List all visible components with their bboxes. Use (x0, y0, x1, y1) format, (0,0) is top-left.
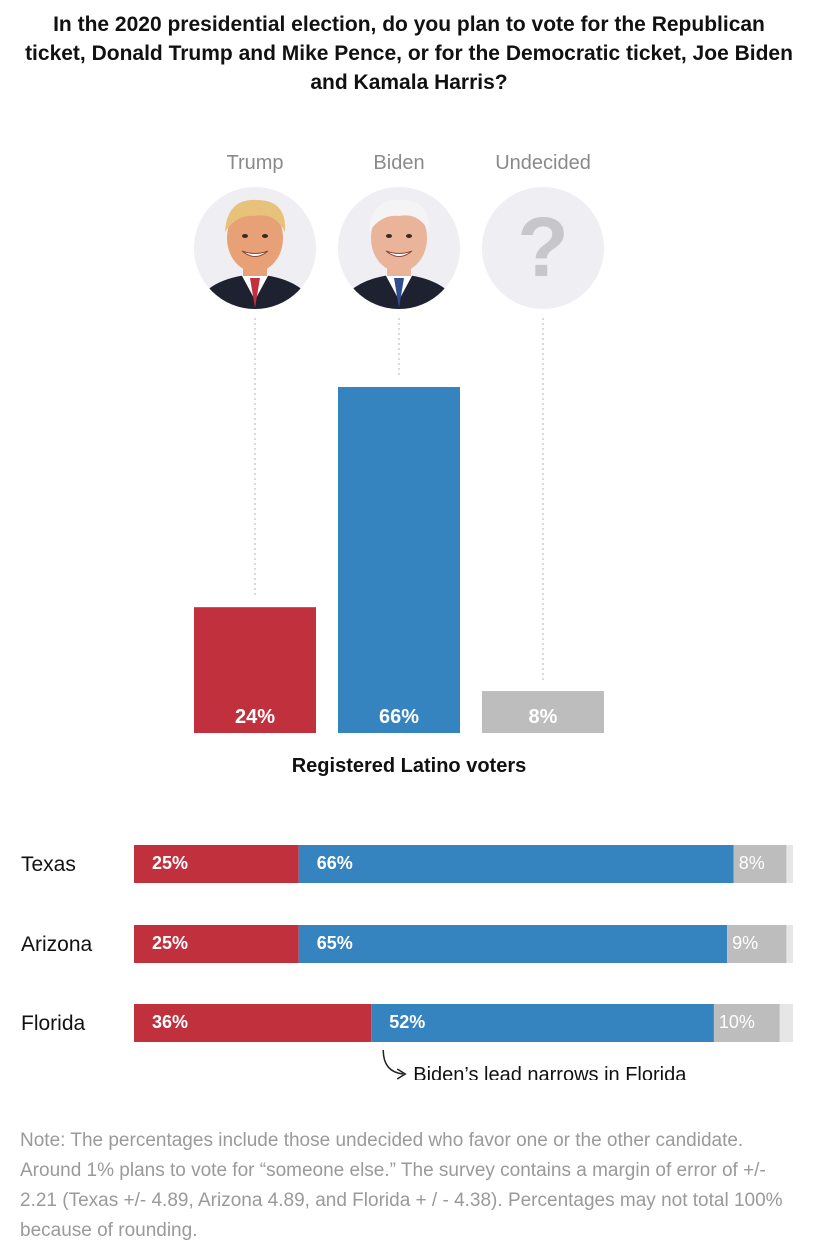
segment-label-florida-0: 36% (152, 1012, 188, 1032)
segment-label-florida-1: 52% (389, 1012, 425, 1032)
bar-value-label-undecided: 8% (529, 706, 558, 728)
footnote: Note: The percentages include those unde… (20, 1130, 783, 1241)
segment-label-texas-1: 66% (317, 853, 353, 873)
segment-arizona-1 (298, 925, 728, 963)
annotation-arrowhead (396, 1068, 407, 1080)
segment-florida-1 (371, 1004, 714, 1042)
category-label-undecided: Undecided (495, 152, 591, 174)
bar-undecided (482, 691, 604, 733)
bar-trump (194, 607, 316, 733)
segment-texas-2 (733, 845, 787, 883)
segment-label-arizona-1: 65% (317, 933, 353, 953)
segment-texas-0 (134, 845, 299, 883)
question-mark-icon: ? (482, 187, 604, 309)
segment-arizona-0 (134, 925, 299, 963)
segment-florida-0 (134, 1004, 372, 1042)
chart-title: In the 2020 presidential election, do yo… (25, 13, 793, 94)
segment-label-arizona-2: 9% (732, 933, 758, 953)
chart-subtitle: Registered Latino voters (291, 755, 527, 777)
segment-texas-1 (298, 845, 734, 883)
trump-portrait-icon (194, 187, 316, 309)
bar-value-label-trump: 24% (235, 706, 275, 728)
segment-florida-2 (713, 1004, 780, 1042)
main-bar-chart: Trump 24% Biden 66% Undecided? 8% (194, 152, 604, 733)
segment-arizona-3 (786, 925, 793, 963)
category-label-biden: Biden (373, 152, 424, 174)
state-label-florida: Florida (21, 1012, 86, 1035)
segment-label-florida-2: 10% (719, 1012, 755, 1032)
segment-label-texas-2: 8% (739, 853, 765, 873)
bar-biden (338, 387, 460, 733)
bar-value-label-biden: 66% (379, 706, 419, 728)
segment-arizona-2 (727, 925, 787, 963)
annotation-arrow (382, 1049, 404, 1075)
state-label-arizona: Arizona (21, 933, 93, 956)
segment-florida-3 (779, 1004, 793, 1042)
segment-label-arizona-0: 25% (152, 933, 188, 953)
segment-label-texas-0: 25% (152, 853, 188, 873)
svg-text:?: ? (517, 200, 568, 294)
state-label-texas: Texas (21, 853, 76, 876)
segment-texas-3 (786, 845, 793, 883)
annotation-text: Biden’s lead narrows in Florida (413, 1064, 687, 1080)
category-label-trump: Trump (226, 152, 283, 174)
state-stacked-bar-chart: Texas 25% 66% 8% Arizona 25% 65% 9% Florida 36% 52… (21, 845, 793, 1080)
biden-portrait-icon (338, 187, 460, 309)
